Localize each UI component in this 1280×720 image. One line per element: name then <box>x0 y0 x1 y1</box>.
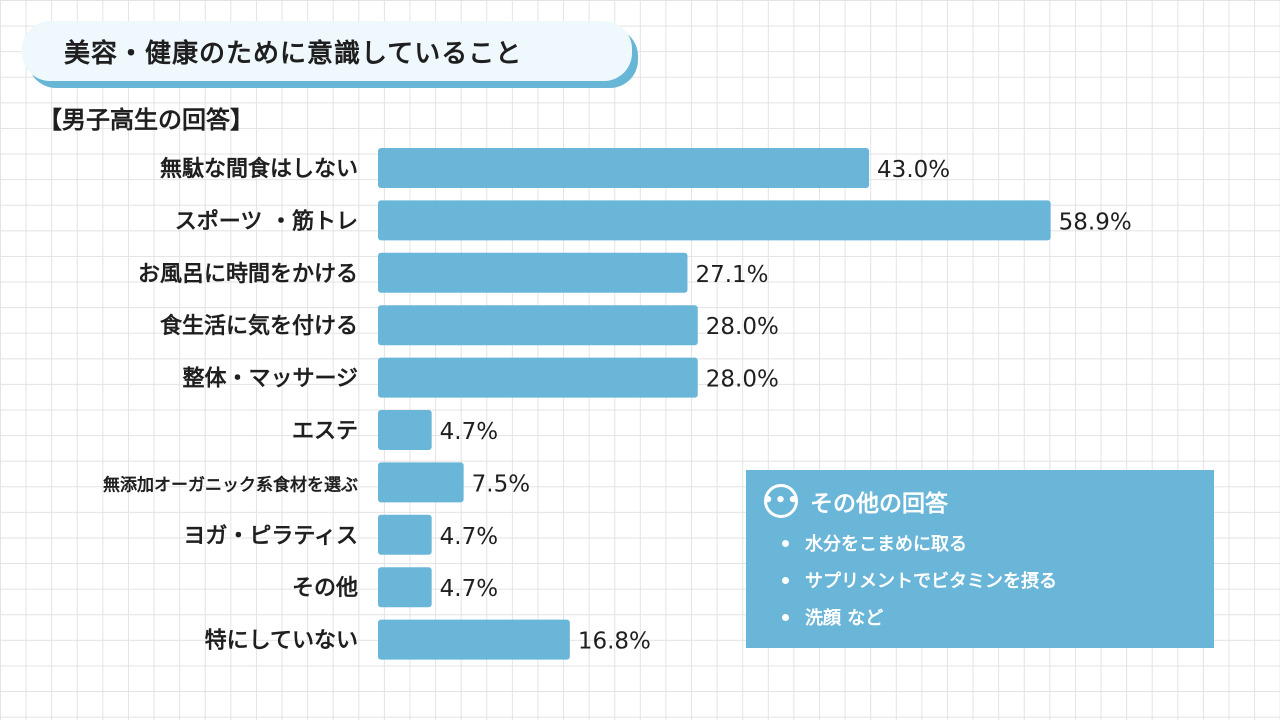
bar <box>378 410 432 450</box>
bar <box>378 462 464 503</box>
bar <box>378 148 870 188</box>
value-label: 27.1% <box>695 262 768 288</box>
list-item: 水分をこまめに取る <box>782 530 1196 556</box>
category-label: その他 <box>292 576 358 601</box>
more-dots-icon: ••• <box>762 484 799 518</box>
list-item: 洗顔 など <box>782 604 1196 630</box>
chart-title-pill: 美容・健康のために意識していること <box>22 21 632 81</box>
bar <box>378 252 688 293</box>
category-label: お風呂に時間をかける <box>138 262 358 287</box>
value-label: 4.7% <box>440 524 498 550</box>
bar <box>378 200 1051 241</box>
bullet-icon <box>782 613 789 621</box>
list-item: サプリメントでビタミンを摂る <box>782 567 1196 593</box>
value-label: 4.7% <box>440 419 498 445</box>
other-answer-text: 水分をこまめに取る <box>805 534 967 555</box>
bar <box>378 567 432 608</box>
chart-title: 美容・健康のために意識していること <box>64 38 523 69</box>
bullet-icon <box>782 576 789 584</box>
value-label: 4.7% <box>440 576 498 602</box>
other-answers-box: ••• その他の回答 水分をこまめに取る サプリメントでビタミンを摂る 洗顔 な… <box>746 470 1214 648</box>
bar <box>378 514 432 555</box>
other-answers-title: その他の回答 <box>810 491 948 517</box>
value-label: 16.8% <box>578 629 651 655</box>
chart-subtitle: 【男子高生の回答】 <box>38 106 254 134</box>
category-label: 無駄な間食はしない <box>160 156 358 182</box>
category-label: スポーツ ・筋トレ <box>175 208 358 234</box>
other-answers-list: 水分をこまめに取る サプリメントでビタミンを摂る 洗顔 など <box>764 530 1196 630</box>
category-label: ヨガ・ピラティス <box>183 524 358 549</box>
other-answer-text: 洗顔 など <box>805 608 884 629</box>
other-answers-header: ••• その他の回答 <box>762 484 1196 518</box>
value-label: 43.0% <box>877 157 950 183</box>
bar <box>378 305 698 346</box>
other-answer-text: サプリメントでビタミンを摂る <box>805 571 1057 592</box>
category-label: 食生活に気を付ける <box>160 313 358 339</box>
value-label: 28.0% <box>706 314 779 340</box>
value-label: 28.0% <box>706 367 779 393</box>
value-label: 7.5% <box>472 471 530 497</box>
bar <box>378 357 698 398</box>
bullet-icon <box>782 539 789 547</box>
category-label: 整体・マッサージ <box>182 366 358 392</box>
category-label: 特にしていない <box>205 628 358 654</box>
value-label: 58.9% <box>1059 209 1132 235</box>
bar <box>378 619 570 660</box>
category-label: 無添加オーガニック系食材を選ぶ <box>103 474 358 495</box>
category-label: エステ <box>292 419 358 444</box>
